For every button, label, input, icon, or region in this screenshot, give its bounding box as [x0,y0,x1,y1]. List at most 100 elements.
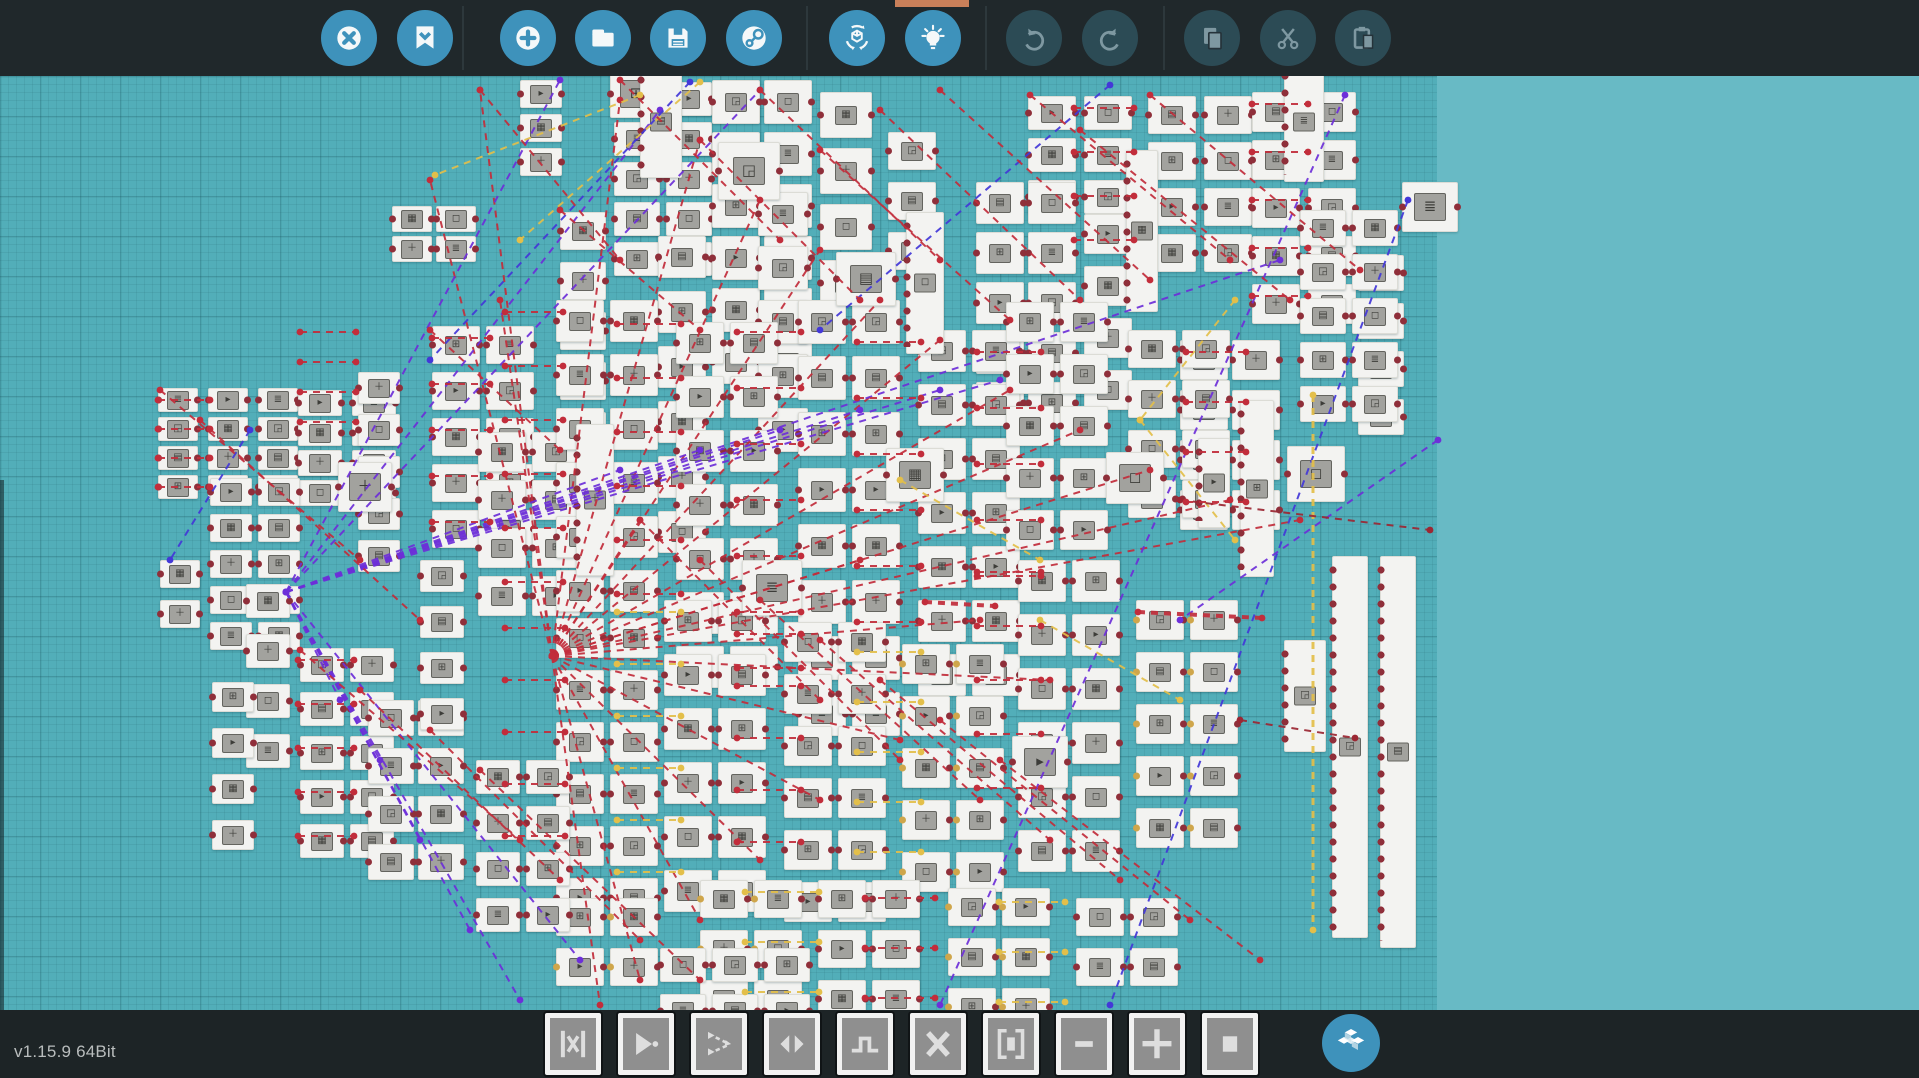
graph-node[interactable]: ＋ [560,262,606,300]
graph-node[interactable]: ▤ [1018,830,1066,872]
graph-node[interactable]: ▸ [1006,354,1054,394]
graph-node[interactable]: ＋ [664,762,712,804]
graph-node[interactable]: ＋ [1018,614,1066,656]
graph-node[interactable]: ▦ [432,418,480,456]
gate-pulse-button[interactable] [837,1013,893,1075]
graph-node[interactable]: ▸ [432,372,480,410]
graph-node[interactable]: ≣ [610,462,658,504]
cut-button[interactable] [1260,10,1316,66]
graph-node[interactable]: ＋ [1204,96,1252,134]
graph-node[interactable]: ◲ [1300,254,1346,290]
graph-node[interactable]: ▤ [1300,298,1346,334]
graph-node[interactable]: ▦ [700,880,748,918]
graph-node[interactable]: ◲ [956,696,1004,736]
graph-node[interactable]: ＋ [478,480,526,520]
graph-node[interactable]: ⊞ [1006,302,1054,342]
graph-node[interactable]: ▦ [476,760,520,794]
graph-node[interactable]: ≣ [610,774,658,814]
graph-node[interactable]: ◲ [610,516,658,558]
graph-node[interactable]: ⊞ [764,948,810,982]
graph-node[interactable]: ＋ [852,580,900,624]
graph-node[interactable]: ⊞ [258,550,300,578]
graph-node[interactable]: ＋ [1232,340,1280,380]
graph-node[interactable]: ◲ [368,796,414,832]
graph-node[interactable]: ▸ [556,570,604,612]
graph-node[interactable]: ▸ [1300,386,1346,422]
graph-node[interactable]: ▸ [718,762,766,804]
graph-node[interactable]: ▤ [948,938,996,976]
graph-node[interactable]: ◻ [368,700,414,736]
graph-node[interactable]: ◲ [158,417,198,441]
graph-node[interactable]: ▦ [610,898,658,936]
graph-node[interactable]: ▤ [258,446,298,470]
graph-node[interactable]: ≣ [476,898,520,932]
graph-node[interactable]: ⊞ [614,242,660,276]
graph-node[interactable]: ▤ [610,570,658,612]
graph-node[interactable]: ⊞ [300,736,344,770]
gate-io-button[interactable] [545,1013,601,1075]
graph-node[interactable]: ▸ [676,376,724,418]
graph-node[interactable]: ▦ [902,748,950,788]
graph-node[interactable]: ▤ [1148,96,1196,134]
zoom-out-button[interactable] [1056,1013,1112,1075]
graph-node[interactable]: ≣ [1060,302,1108,342]
graph-node[interactable]: ▦ [664,708,712,750]
graph-node[interactable]: ＋ [838,674,886,714]
graph-node[interactable]: ◲ [758,246,808,290]
graph-node[interactable]: ◻ [820,204,872,250]
graph-node[interactable]: ＋ [820,148,872,194]
graph-node[interactable]: ◻ [764,80,812,124]
graph-node[interactable]: ◻ [784,622,832,662]
graph-node[interactable]: ▤ [1190,808,1238,848]
graph-node[interactable]: ▸ [902,696,950,736]
graph-node[interactable]: ▤ [956,748,1004,788]
graph-node[interactable]: ◻ [666,202,712,236]
graph-node[interactable]: ▸ [300,780,344,814]
graph-node[interactable]: ＋ [520,148,562,176]
graph-node[interactable]: ▤ [526,806,570,840]
graph-node[interactable]: ▦ [478,432,526,472]
open-folder-button[interactable] [575,10,631,66]
graph-node[interactable]: ◲ [1130,898,1178,936]
graph-node[interactable]: ≣ [1028,232,1076,274]
graph-node[interactable]: ▸ [298,390,342,416]
graph-node[interactable]: ⊞ [1300,342,1346,378]
graph-node[interactable]: ▤ [158,446,198,470]
graph-node[interactable]: ≣ [368,748,414,784]
graph-node[interactable]: ◻ [358,414,400,446]
graph-node[interactable]: ▸ [1252,188,1300,228]
graph-node[interactable]: ▤ [420,606,464,638]
graph-node[interactable]: ▦ [520,114,562,142]
graph-node[interactable]: ◲ [888,132,936,170]
graph-node[interactable]: ▸ [1002,888,1050,926]
graph-node[interactable]: ◻ [676,538,724,580]
graph-node[interactable]: ▦ [852,524,900,568]
graph-node[interactable]: ▦ [610,300,658,342]
graph-node[interactable]: ▸ [1136,756,1184,796]
graph-node[interactable]: ▦ [972,600,1020,642]
graph-node[interactable]: ⊞ [1136,704,1184,744]
graph-node[interactable]: ≣ [1204,188,1252,226]
graph-node[interactable]: ◲ [526,760,570,794]
graph-node[interactable]: ＋ [212,820,254,850]
graph-node[interactable]: ▸ [520,80,562,108]
graph-node[interactable]: ▤ [1060,406,1108,446]
graph-node[interactable]: ▸ [1028,96,1076,130]
graph-node[interactable]: ▦ [298,420,342,446]
graph-node[interactable]: ◲ [258,417,298,441]
paste-button[interactable] [1335,10,1391,66]
graph-node[interactable]: ◻ [556,618,604,658]
graph-node[interactable]: ▦ [1006,406,1054,446]
graph-node[interactable]: ＋ [1252,284,1300,324]
graph-node[interactable]: ≣ [742,560,802,616]
graph-node[interactable]: ◲ [258,478,300,506]
graph-node[interactable]: ⊞ [432,326,480,364]
graph-node[interactable]: ＋ [432,464,480,502]
graph-node[interactable]: ≣ [436,236,476,262]
graph-node[interactable]: ＋ [798,580,846,624]
graph-node[interactable]: ＋ [208,446,248,470]
graph-node[interactable]: ▦ [676,430,724,472]
graph-node[interactable]: ◲ [610,826,658,866]
graph-node[interactable]: ▸ [1060,510,1108,550]
graph-node[interactable]: ▸ [712,236,760,280]
